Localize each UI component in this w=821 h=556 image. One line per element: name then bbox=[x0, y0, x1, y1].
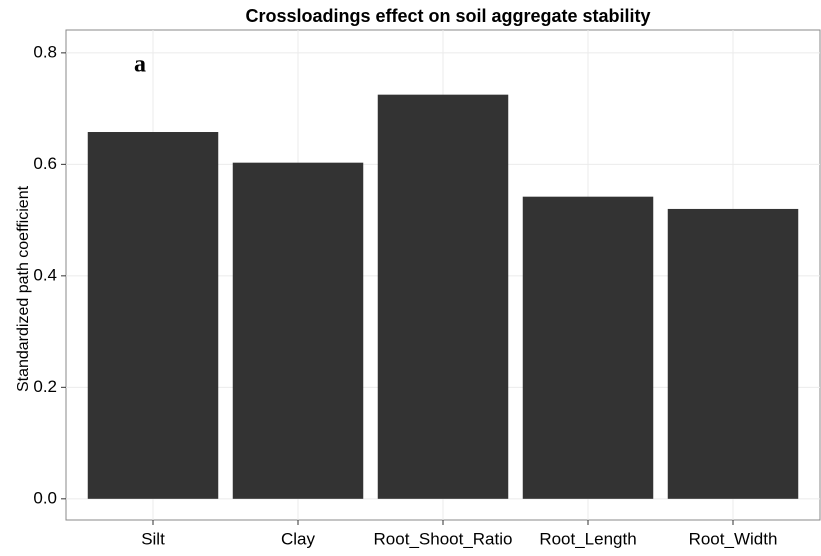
y-tick-label: 0.2 bbox=[33, 377, 57, 396]
bar bbox=[377, 94, 509, 499]
bar bbox=[87, 132, 219, 499]
x-tick-label: Clay bbox=[281, 529, 316, 548]
x-tick-label: Root_Shoot_Ratio bbox=[374, 529, 513, 548]
x-tick-label: Root_Length bbox=[539, 529, 636, 548]
chart-title: Crossloadings effect on soil aggregate s… bbox=[245, 6, 650, 26]
bar bbox=[667, 208, 799, 499]
bar bbox=[522, 196, 654, 499]
x-tick-label: Root_Width bbox=[689, 529, 778, 548]
y-tick-label: 0.8 bbox=[33, 42, 57, 61]
y-axis-label: Standardized path coefficient bbox=[15, 185, 32, 392]
bar bbox=[232, 162, 364, 499]
y-tick-label: 0.4 bbox=[33, 265, 57, 284]
y-tick-label: 0.6 bbox=[33, 154, 57, 173]
x-tick-label: Silt bbox=[141, 529, 165, 548]
y-tick-label: 0.0 bbox=[33, 488, 57, 507]
annotation: a bbox=[134, 52, 146, 78]
